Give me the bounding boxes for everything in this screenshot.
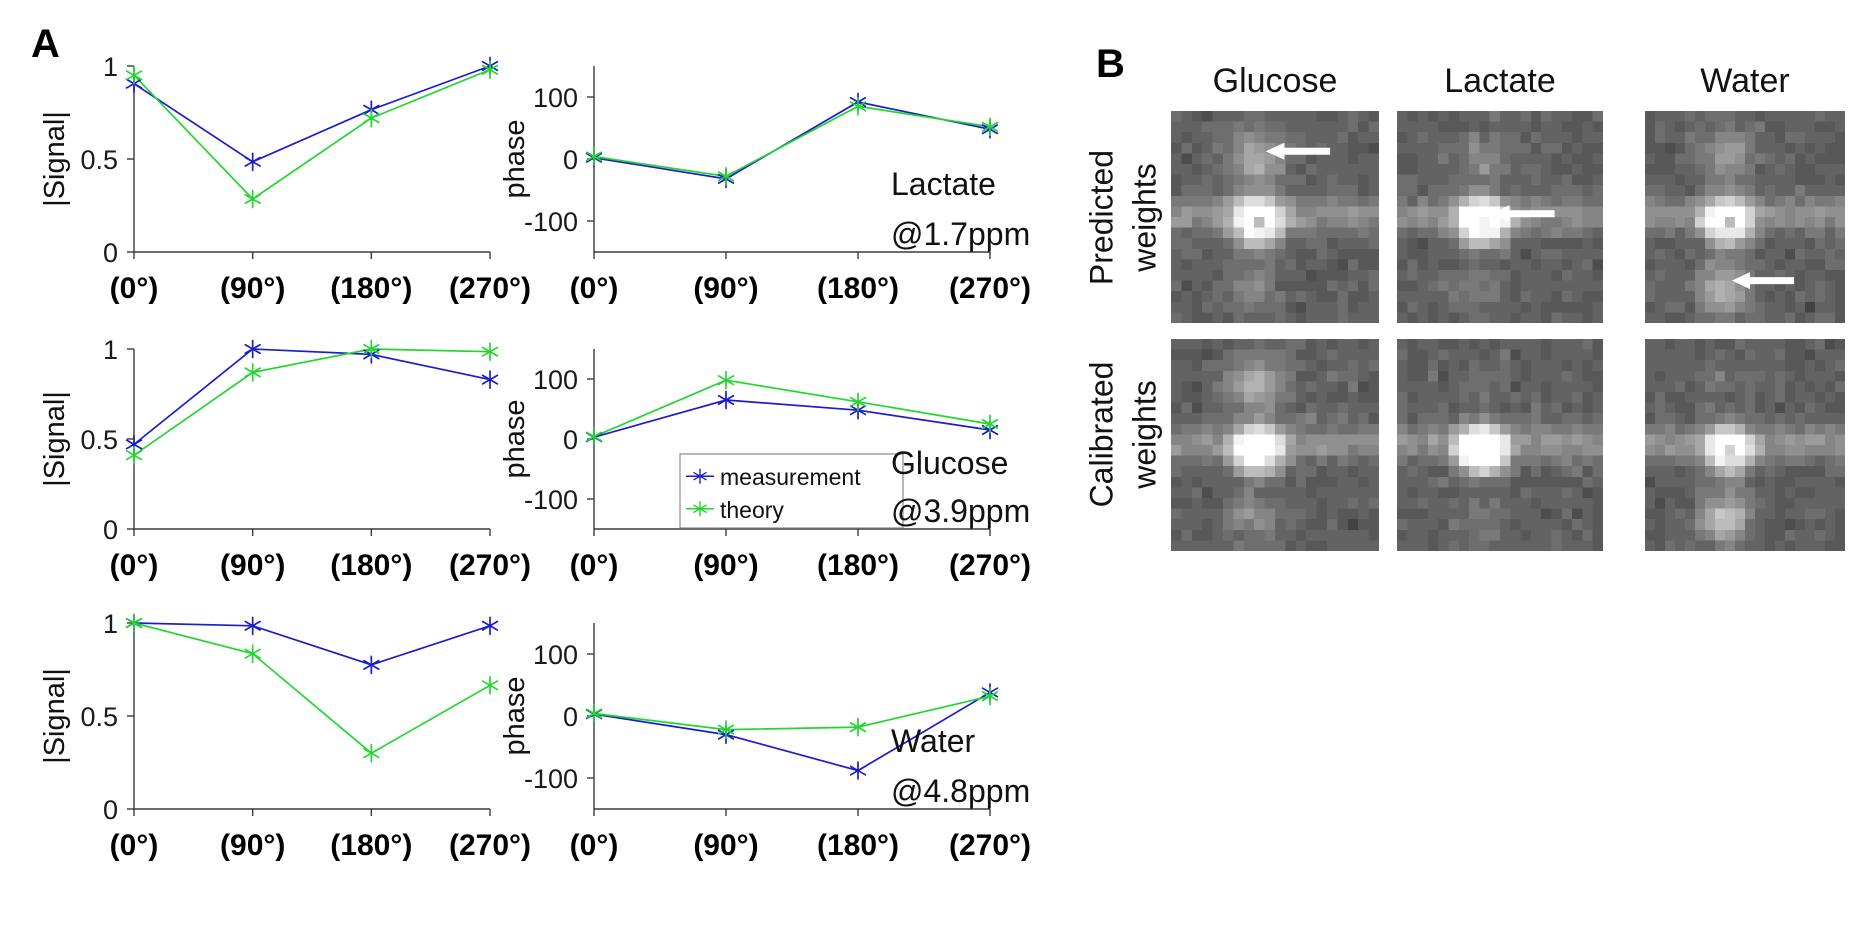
svg-text:Glucose: Glucose xyxy=(1213,62,1338,100)
svg-text:Lactate: Lactate xyxy=(1444,62,1556,100)
svg-text:Water: Water xyxy=(1700,62,1789,100)
